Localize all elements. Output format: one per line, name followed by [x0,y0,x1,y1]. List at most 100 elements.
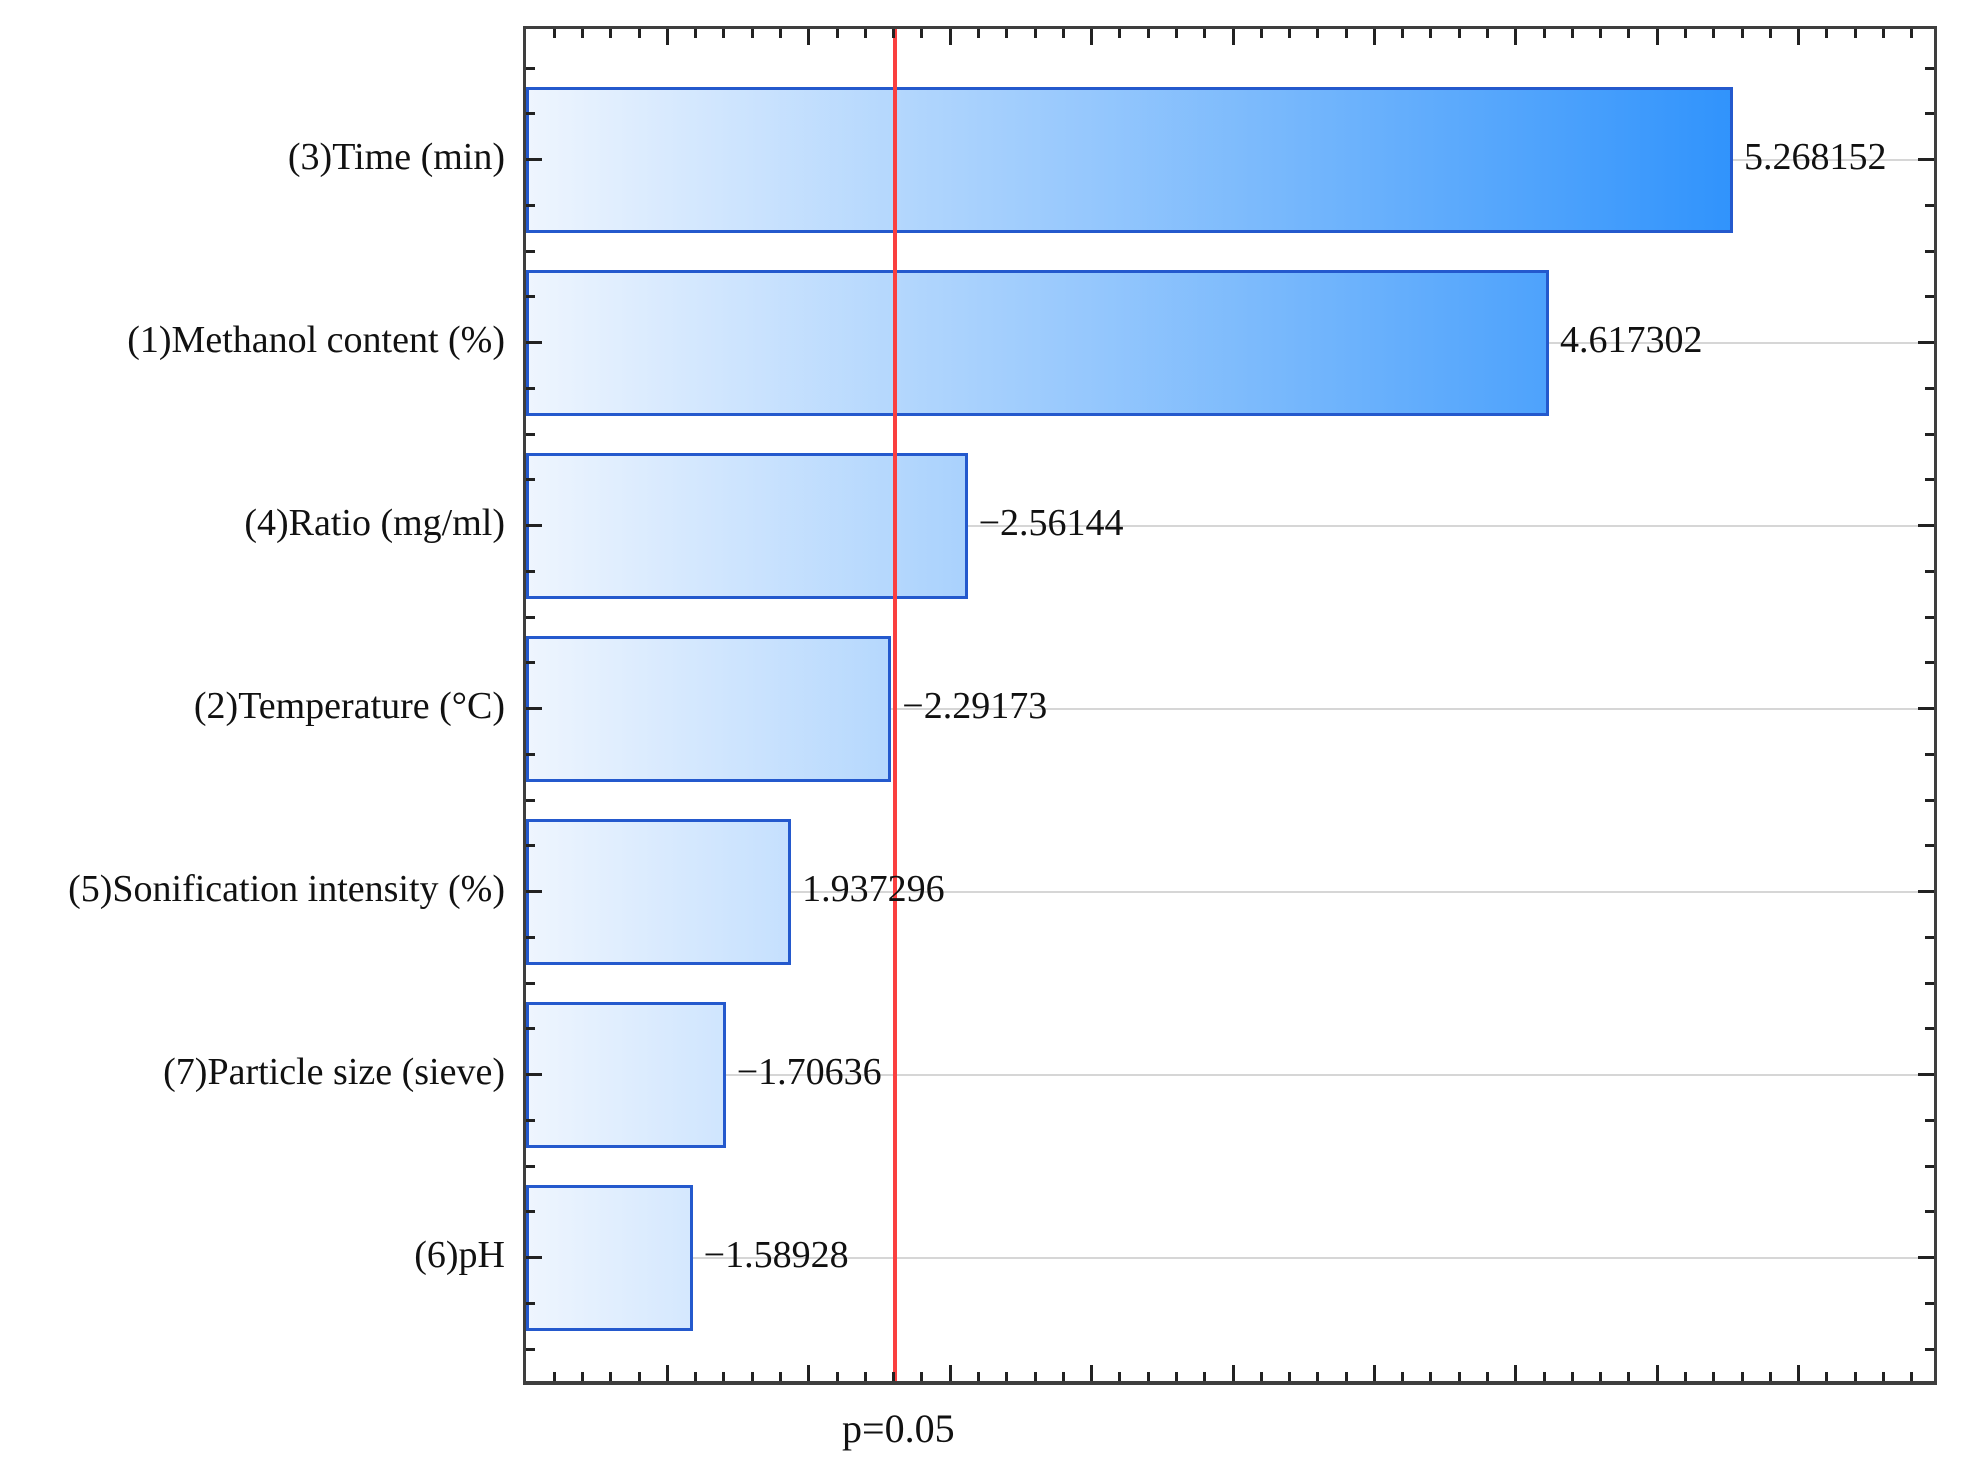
y-axis-tick [526,1256,542,1259]
x-axis-tick [976,1372,980,1381]
bar-value-label: 5.268152 [1744,135,1887,178]
y-axis-tick [526,112,535,116]
y-axis-tick [526,981,535,985]
x-axis-tick [1401,29,1405,38]
x-axis-tick [1005,29,1009,38]
y-axis-tick [1925,1210,1934,1214]
y-axis-tick [1925,1347,1934,1351]
x-axis-tick [863,1372,867,1381]
x-axis-tick [1061,1372,1065,1381]
x-axis-tick [1542,29,1546,38]
y-axis-tick [526,203,535,207]
y-axis-tick [526,341,542,344]
y-axis-tick [526,1301,535,1305]
x-axis-tick [722,29,726,38]
x-axis-tick [863,29,867,38]
x-axis-tick [892,1372,896,1381]
y-axis-tick [526,386,535,390]
x-axis-tick [1627,29,1631,38]
x-axis-tick [1372,29,1376,45]
y-axis-tick [1925,1027,1934,1031]
y-axis-tick [1925,798,1934,802]
bar [526,1001,726,1148]
y-axis-tick [1925,432,1934,436]
gridline [526,1073,1934,1076]
x-axis-tick [1203,29,1207,38]
y-axis-tick [526,661,535,665]
y-axis-tick [1925,386,1934,390]
x-axis-tick [1316,29,1320,38]
y-axis-tick [1925,569,1934,573]
x-axis-tick [1316,1372,1320,1381]
y-axis-tick [1925,1118,1934,1122]
x-axis-tick [694,1372,698,1381]
y-axis-tick [526,615,535,619]
bar [526,1184,693,1331]
x-axis-tick [976,29,980,38]
y-axis-tick [1925,752,1934,756]
x-axis-tick [1090,1365,1094,1381]
y-axis-tick [526,1118,535,1122]
x-axis-tick [892,29,896,38]
x-axis-tick [1825,1372,1829,1381]
x-axis-tick [1033,29,1037,38]
category-label: (1)Methanol content (%) [127,318,505,361]
bar [526,269,1549,416]
y-axis-tick [1925,661,1934,665]
x-axis-tick [1033,1372,1037,1381]
y-axis-tick [1918,890,1934,893]
x-axis-tick [1231,29,1235,45]
y-axis-tick [526,295,535,299]
y-axis-tick [1925,844,1934,848]
y-axis-tick [1925,615,1934,619]
y-axis-tick [526,798,535,802]
x-axis-tick [1599,29,1603,38]
x-axis-tick [581,29,585,38]
x-axis-tick [1146,29,1150,38]
x-axis-tick [1203,1372,1207,1381]
x-axis-tick [1570,29,1574,38]
bar [526,818,792,965]
y-axis-tick [1918,158,1934,161]
y-axis-tick [526,1164,535,1168]
x-axis-tick [722,1372,726,1381]
x-axis-tick [1486,29,1490,38]
x-axis-tick [1061,29,1065,38]
y-axis-tick [1925,1164,1934,1168]
x-axis-tick [1146,1372,1150,1381]
x-axis-tick [779,29,783,38]
x-axis-tick [1344,29,1348,38]
x-axis-tick [609,1372,613,1381]
significance-label: p=0.05 [842,1406,955,1451]
y-axis-tick [526,1210,535,1214]
x-axis-tick [1486,1372,1490,1381]
x-axis-tick [1090,29,1094,45]
gridline [526,524,1934,527]
x-axis-tick [1259,1372,1263,1381]
x-axis-tick [637,1372,641,1381]
category-label: (3)Time (min) [287,135,505,178]
y-axis-tick [1925,66,1934,70]
x-axis-tick [1881,1372,1885,1381]
x-axis-tick [1401,1372,1405,1381]
y-axis-tick [526,478,535,482]
x-axis-tick [1910,29,1914,38]
x-axis-tick [694,29,698,38]
x-axis-tick [1259,29,1263,38]
category-label: (2)Temperature (°C) [193,684,505,727]
x-axis-tick [1372,1365,1376,1381]
y-axis-tick [1925,203,1934,207]
y-axis-tick [526,158,542,161]
x-axis-tick [1599,1372,1603,1381]
y-axis-tick [1925,249,1934,253]
x-axis-tick [1825,29,1829,38]
x-axis-tick [637,29,641,38]
bar [526,86,1734,233]
significance-line [893,29,898,1381]
y-axis-tick [1925,112,1934,116]
x-axis-tick [552,29,556,38]
category-label: (4)Ratio (mg/ml) [244,501,505,544]
bar-value-label: −2.29173 [902,684,1048,727]
bar-value-label: −1.70636 [736,1050,882,1093]
y-axis-tick [526,935,535,939]
